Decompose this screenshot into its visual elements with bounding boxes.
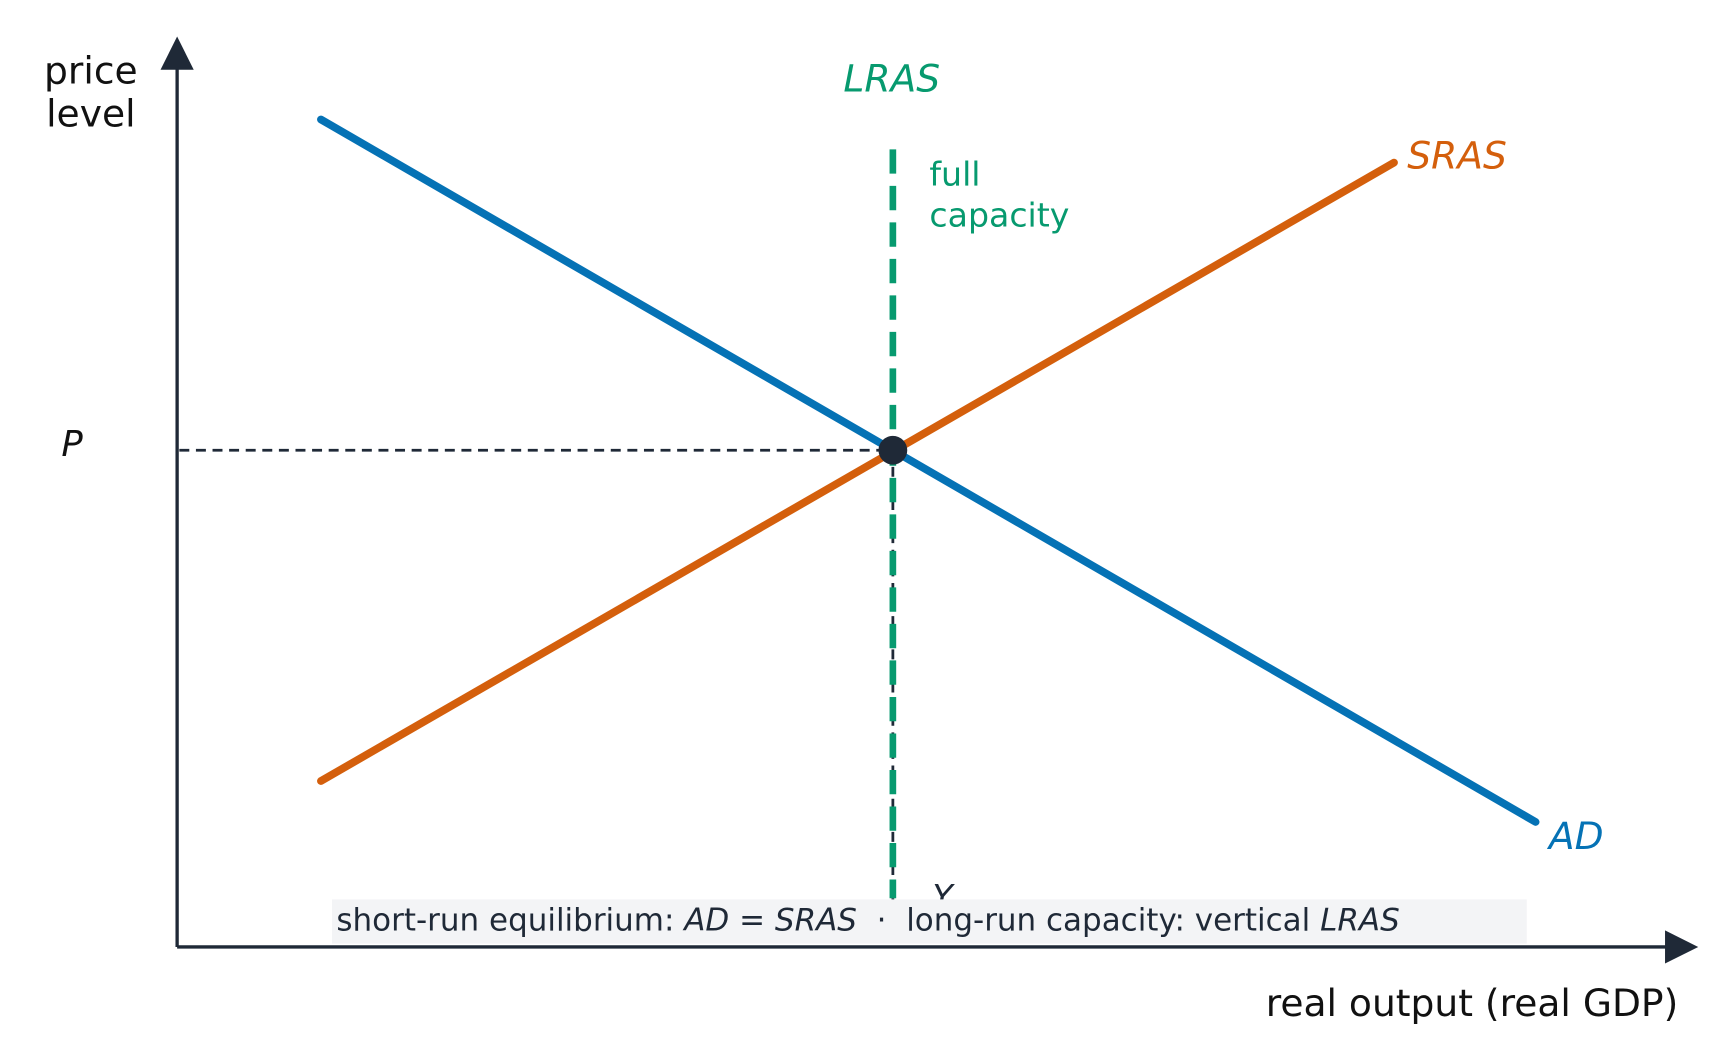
price-label: P <box>61 424 83 465</box>
y-axis-label: level <box>46 92 135 136</box>
sras-label: SRAS <box>1407 134 1507 178</box>
equilibrium-point <box>878 435 908 465</box>
ad-line <box>317 115 1540 826</box>
lras-note: full <box>929 154 980 193</box>
caption: short-run equilibrium: AD = SRAS · long-… <box>336 902 1399 938</box>
caption-part: short-run equilibrium: <box>336 902 684 938</box>
caption-part: SRAS <box>775 902 857 938</box>
caption-part: AD <box>682 902 729 938</box>
caption-part: · <box>857 902 906 938</box>
ad-label: AD <box>1547 814 1604 858</box>
y-axis-arrow <box>160 36 194 70</box>
x-axis-label: real output (real GDP) <box>1266 981 1679 1025</box>
lras-note: capacity <box>929 195 1069 234</box>
y-axis-label: price <box>44 49 138 93</box>
caption-box <box>332 899 1527 944</box>
lras-label: LRAS <box>843 56 940 100</box>
caption-part: long-run capacity: vertical <box>906 902 1320 938</box>
caption-part: LRAS <box>1320 902 1400 938</box>
sras-line <box>317 158 1398 785</box>
x-axis-arrow <box>1665 930 1699 964</box>
caption-part: = <box>729 902 775 938</box>
